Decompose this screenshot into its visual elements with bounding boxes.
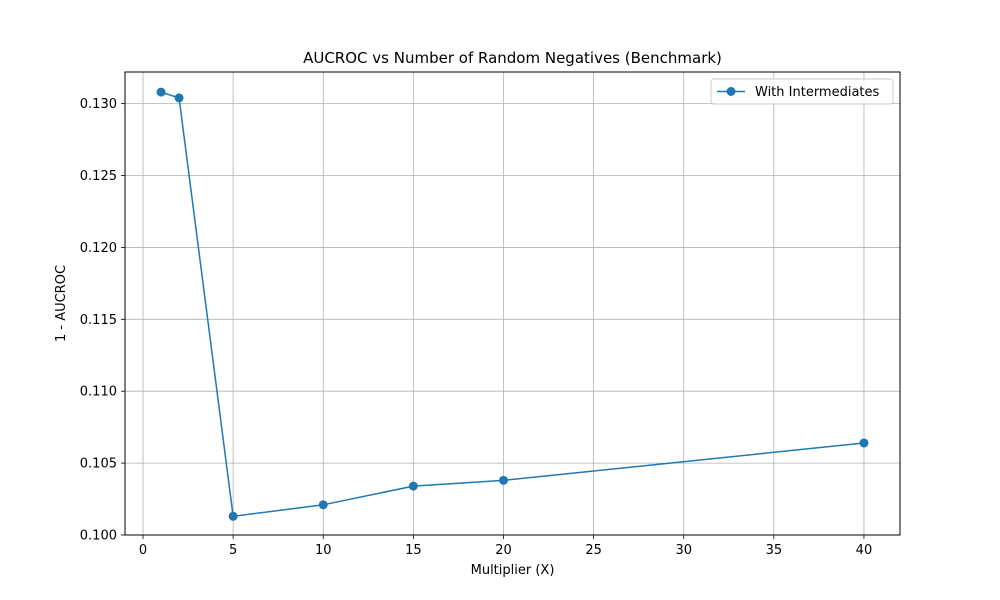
legend: With Intermediates — [710, 78, 894, 105]
x-tick-label: 15 — [405, 543, 422, 558]
x-tick-label: 10 — [315, 543, 332, 558]
x-tick-label: 30 — [675, 543, 692, 558]
data-point — [228, 511, 238, 521]
legend-box — [710, 78, 894, 105]
series-line — [160, 91, 865, 518]
legend-entry-label: With Intermediates — [755, 85, 880, 100]
y-tick-label: 0.105 — [80, 457, 117, 472]
x-tick-label: 35 — [766, 543, 783, 558]
x-tick-label: 5 — [229, 543, 237, 558]
plot-frame — [124, 71, 901, 536]
x-axis-label: Multiplier (X) — [471, 563, 555, 578]
data-point — [156, 87, 166, 97]
y-tick-label: 0.100 — [80, 529, 117, 544]
y-tick-label: 0.115 — [80, 313, 117, 328]
data-point — [318, 500, 328, 510]
axis-ticks: 0 5 10 15 20 25 30 35 40 0.100 0.105 0.110 0.115 0.12… — [80, 97, 872, 558]
data-point — [174, 93, 184, 103]
x-tick-label: 0 — [139, 543, 147, 558]
data-point — [859, 438, 869, 448]
y-tick-label: 0.125 — [80, 169, 117, 184]
y-tick-label: 0.120 — [80, 241, 117, 256]
y-tick-label: 0.110 — [80, 385, 117, 400]
legend-marker — [726, 87, 736, 96]
x-tick-label: 25 — [585, 543, 602, 558]
y-axis-label: 1 - AUCROC — [54, 265, 69, 342]
data-point — [408, 481, 418, 491]
x-tick-label: 40 — [856, 543, 873, 558]
series-layer — [156, 87, 869, 521]
grid — [125, 72, 900, 536]
chart-title: AUCROC vs Number of Random Negatives (Be… — [303, 49, 722, 67]
x-tick-label: 20 — [495, 543, 512, 558]
data-point — [498, 475, 508, 485]
y-tick-label: 0.130 — [80, 97, 117, 112]
